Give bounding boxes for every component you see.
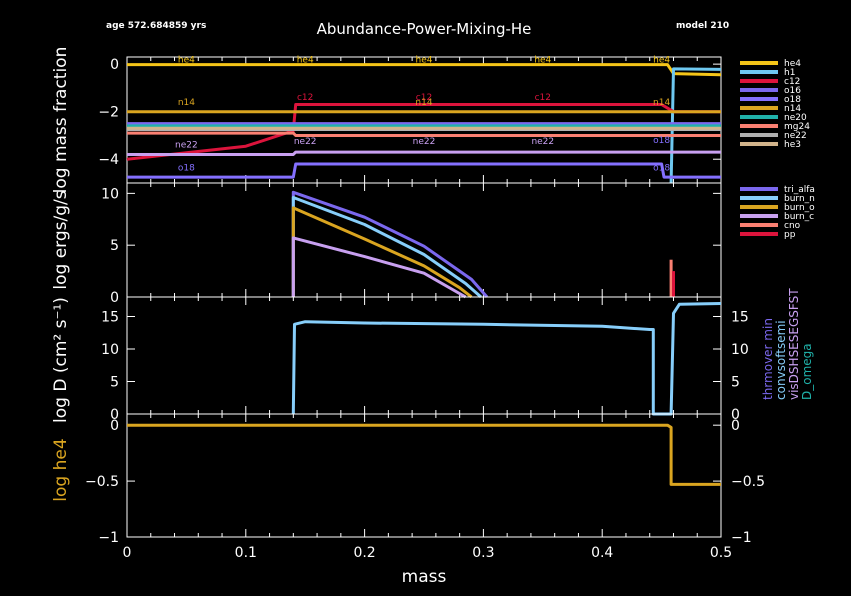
y-axis-label: log he4 [51, 438, 71, 501]
x-tick-label: 0.2 [353, 545, 375, 561]
y-tick-label: −4 [98, 152, 119, 168]
x-tick-label: 0.5 [710, 545, 732, 561]
y-tick-label: 5 [110, 238, 119, 254]
curve-label: n14 [653, 98, 670, 108]
curve-label: c12 [416, 93, 432, 103]
legend-label-n14: n14 [784, 104, 801, 114]
curve-label: n14 [178, 98, 195, 108]
curve-label: he4 [653, 56, 670, 66]
series-he4 [127, 423, 721, 486]
y-axis-label: log ergs/g/s [51, 190, 71, 289]
legend-label-o18: o18 [784, 95, 801, 105]
y-tick-label: 0 [110, 57, 119, 73]
y-tick-label: −2 [98, 105, 119, 121]
legend-label-o16: o16 [784, 86, 801, 96]
x-tick-label: 0.3 [472, 545, 494, 561]
legend-label-burn_o: burn_o [784, 203, 815, 213]
y-tick-label: 5 [110, 375, 119, 391]
model-label: model 210 [676, 21, 729, 31]
curve-label: he4 [416, 56, 433, 66]
curve-label: he4 [297, 56, 314, 66]
legend-label-ne22: ne22 [784, 131, 807, 141]
y-tick-label-right: 5 [731, 375, 740, 391]
y-tick-label-right: −1 [731, 530, 752, 546]
series-ne22line [127, 150, 721, 156]
legend-label-burn_c: burn_c [784, 212, 814, 222]
series-h1 [669, 67, 722, 184]
curve-label: ne22 [294, 137, 317, 147]
curve-label: o18 [178, 163, 195, 173]
curve-label: n14 [415, 98, 432, 108]
curve-label: c12 [297, 93, 313, 103]
y-axis-label: log D (cm² s⁻¹) [51, 297, 71, 423]
legend-label-mg24: mg24 [784, 122, 810, 132]
age-label: age 572.684859 yrs [106, 21, 206, 31]
y-tick-label: 10 [101, 186, 119, 202]
legend-label-c12: c12 [784, 77, 800, 87]
y-tick-label-right: 0 [731, 418, 740, 434]
curve-label: o18 [653, 136, 670, 146]
y-tick-label-right: −0.5 [731, 474, 765, 490]
curve-label: he4 [534, 56, 551, 66]
y-tick-label: −0.5 [85, 474, 119, 490]
legend-label-h1: h1 [784, 68, 795, 78]
legend-label-ne20: ne20 [784, 113, 807, 123]
curve-label: ne22 [175, 141, 198, 151]
y-tick-label: 15 [101, 310, 119, 326]
legend-label-burn_n: burn_n [784, 194, 815, 204]
series-o18 [127, 162, 721, 179]
x-tick-label: 0.1 [235, 545, 257, 561]
curve-label: he4 [178, 56, 195, 66]
y-axis-label: log mass fraction [51, 47, 71, 194]
legend-label-tri_alfa: tri_alfa [784, 185, 815, 195]
y-tick-label-right: 0 [731, 407, 740, 423]
y-tick-label: −1 [98, 530, 119, 546]
curve-label: ne22 [413, 137, 436, 147]
right-label: thrmover min [761, 318, 775, 400]
y-tick-label: 0 [110, 407, 119, 423]
legend-label-pp: pp [784, 230, 796, 240]
series-he4 [127, 63, 722, 77]
y-tick-label: 0 [110, 418, 119, 434]
panel-frame [126, 296, 722, 415]
right-label: D_omega [800, 343, 814, 400]
curve-label: ne22 [531, 137, 554, 147]
y-tick-label-right: 15 [731, 310, 749, 326]
x-tick-label: 0 [123, 545, 132, 561]
chart-title: Abundance-Power-Mixing-He [317, 20, 532, 38]
legend-label-he3: he3 [784, 140, 801, 150]
panel-frame [126, 182, 722, 298]
series-D [291, 302, 722, 416]
y-tick-label-right: 10 [731, 342, 749, 358]
curve-label: c12 [535, 93, 551, 103]
panel-mixing: 15 15 10 10 5 5 0 0 thrmover min convsoftsemi visD… [101, 288, 814, 423]
series-mg24 [127, 131, 721, 137]
y-tick-label: 0 [110, 290, 119, 306]
y-tick-label: 10 [101, 342, 119, 358]
x-tick-label: 0.4 [591, 545, 613, 561]
right-label: convsoftsemi [774, 320, 788, 400]
x-axis-label: mass [402, 567, 447, 587]
series-burn_o [291, 206, 473, 299]
panel-frame [126, 413, 722, 538]
legend-label-cno: cno [784, 221, 801, 231]
right-label: visDSHSESEGSFST [787, 288, 801, 400]
curve-label: o18 [653, 163, 670, 173]
series-burn_c [291, 236, 467, 299]
legend-label-he4: he4 [784, 59, 801, 69]
